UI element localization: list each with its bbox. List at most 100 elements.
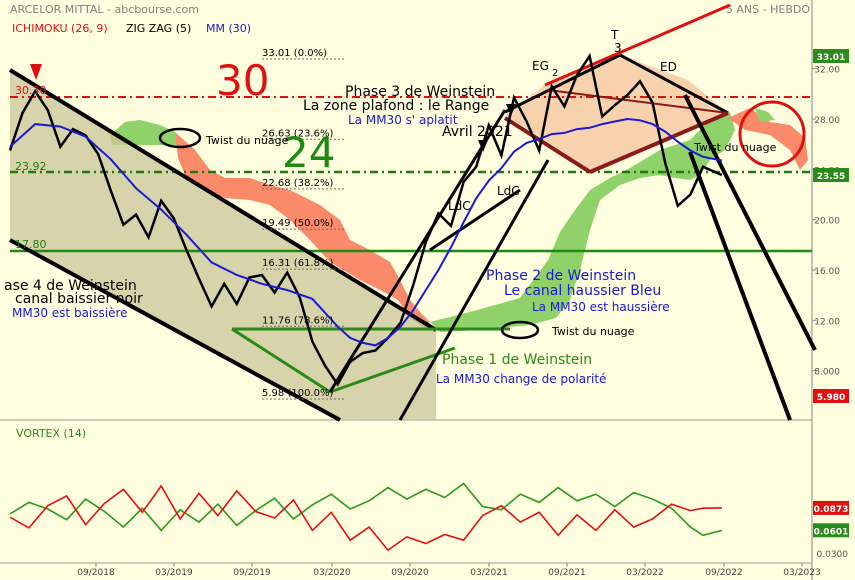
- vortex-vi-minus-line: [9, 484, 722, 552]
- vortex-plot: 0.0300 0.0873 0.0601: [9, 482, 849, 560]
- cloud-green-far-right: [755, 108, 775, 122]
- vortex-badge-label: 0.0601: [814, 527, 849, 537]
- fib-label: 16.31 (61.8%): [262, 258, 333, 269]
- phase2-line2: Le canal haussier Bleu: [504, 283, 661, 299]
- price-badge-label: 33.01: [817, 53, 845, 63]
- ichimoku-cloud: [110, 108, 808, 332]
- price-badges: 33.01 23.55 5.980: [813, 49, 849, 403]
- twist-ellipse-top: [158, 127, 202, 149]
- price-zigzag-line: [8, 52, 723, 387]
- legend-mm30: MM (30): [206, 22, 251, 35]
- big-level-24: 24: [282, 128, 335, 177]
- red-arrow-left: [30, 64, 42, 80]
- y-tick-label: 8.000: [814, 368, 840, 378]
- vortex-y-tick-label: 0.0300: [817, 550, 849, 560]
- phase3-title: Phase 3 de Weinstein: [345, 84, 495, 100]
- y-tick-label: 32.00: [814, 66, 840, 76]
- ldc-label-1: LdC: [448, 199, 471, 213]
- value-30-30: 30.30: [15, 84, 47, 97]
- x-tick-label: 09/2021: [548, 568, 585, 578]
- x-tick-label: 09/2022: [705, 568, 742, 578]
- phase3-line3: La MM30 s' aplatit: [348, 113, 458, 127]
- price-badge: [813, 167, 849, 182]
- phase3-line2: La zone plafond : le Range: [303, 98, 489, 114]
- y-tick-label: 16.00: [814, 267, 840, 277]
- range-line-upper-left: [504, 53, 621, 114]
- downtrend-line-2022-b: [688, 151, 792, 421]
- downtrend-line-upper: [8, 68, 438, 332]
- range-line-upper-right: [619, 53, 729, 115]
- phase1-base-line: [231, 327, 331, 394]
- x-tick-label: 03/2021: [470, 568, 507, 578]
- fib-label: 33.01 (0.0%): [262, 48, 327, 59]
- x-tick-label: 03/2022: [626, 568, 663, 578]
- fib-label: 19.49 (50.0%): [262, 218, 333, 229]
- fib-label: 26.63 (23.6%): [262, 128, 333, 139]
- value-23-92: 23.92: [15, 160, 47, 173]
- y-tick-label: 20.00: [814, 217, 840, 227]
- vortex-vi-plus-line: [9, 482, 723, 537]
- twist-circle-right: [738, 100, 806, 168]
- price-badge: [813, 49, 849, 63]
- cloud-red-right: [728, 108, 808, 170]
- phase4-line2: canal baissier noir: [15, 291, 143, 307]
- uptrend-line-1: [328, 109, 507, 393]
- big-level-30: 30: [216, 56, 269, 105]
- twist-label-bottom: Twist du nuage: [551, 325, 635, 338]
- phase4-title: ase 4 de Weinstein: [4, 278, 137, 294]
- range-line-lower-left: [503, 116, 592, 174]
- chart-source-title: ARCELOR MITTAL - abcbourse.com: [10, 3, 199, 16]
- price-badge: [813, 389, 849, 403]
- black-arrow-top: [506, 104, 516, 116]
- fib-label: 11.76 (78.6%): [262, 315, 333, 326]
- phase4-line3: MM30 est baissière: [12, 306, 128, 320]
- cloud-green-right: [430, 112, 735, 332]
- cloud-red-mid: [175, 132, 430, 328]
- phase2-line3: La MM30 est haussière: [532, 300, 670, 314]
- price-badge-label: 5.980: [817, 393, 845, 403]
- range-inner-line: [547, 89, 729, 114]
- phase1-title: Phase 1 de Weinstein: [442, 352, 592, 368]
- vortex-badge: [813, 523, 849, 538]
- y-tick-label: 12.00: [814, 317, 840, 327]
- t-label: T: [610, 28, 619, 42]
- x-tick-label: 03/2020: [313, 568, 351, 578]
- eg-label: EG: [532, 59, 549, 73]
- avril-2021-label: Avril 2021: [442, 124, 513, 140]
- price-plot: [8, 52, 723, 387]
- chart-period: 5 ANS - HEBDO: [726, 3, 810, 16]
- x-tick-label: 09/2019: [233, 568, 271, 578]
- fib-label: 22.68 (38.2%): [262, 178, 333, 189]
- fib-label: 5.98 (100.0%): [262, 388, 333, 399]
- twist-label-right: Twist du nuage: [693, 141, 777, 154]
- date-axis: 09/2018 03/2019 09/2019 03/2020 09/2020 03/20…: [77, 563, 821, 578]
- range-line-lower-right: [589, 111, 729, 174]
- legend-zigzag: ZIG ZAG (5): [126, 22, 191, 35]
- y-tick-label: 28.00: [814, 116, 840, 126]
- x-tick-label: 03/2023: [783, 568, 820, 578]
- downtrend-line-lower: [9, 238, 341, 422]
- phase2-title: Phase 2 de Weinstein: [486, 268, 636, 284]
- rising-red-line: [544, 3, 731, 87]
- x-tick-label: 03/2019: [155, 568, 193, 578]
- twist-label-top: Twist du nuage: [205, 134, 289, 147]
- downtrend-line-2022-a: [683, 94, 817, 351]
- vortex-badge: [813, 500, 849, 515]
- cloud-green-left: [110, 120, 180, 145]
- vortex-title: VORTEX (14): [16, 427, 86, 440]
- ldc-label-2: LdC: [497, 184, 520, 198]
- price-badge-label: 23.55: [817, 172, 845, 182]
- eg-sub: 2: [552, 68, 558, 79]
- black-arrow-avril: [478, 140, 488, 152]
- phase4-channel-fill: [10, 70, 436, 420]
- x-tick-label: 09/2018: [77, 568, 115, 578]
- mm30-line: [9, 117, 723, 347]
- value-17-80: 17.80: [15, 238, 47, 251]
- vortex-badge-label: 0.0873: [814, 505, 849, 515]
- uptrend-ldc-line: [429, 188, 521, 252]
- legend-ichimoku: ICHIMOKU (26, 9): [12, 22, 108, 35]
- uptrend-line-2: [398, 159, 550, 421]
- fibonacci-levels: 33.01 (0.0%) 26.63 (23.6%) 22.68 (38.2%) 19…: [262, 48, 345, 400]
- ed-label: ED: [660, 60, 677, 74]
